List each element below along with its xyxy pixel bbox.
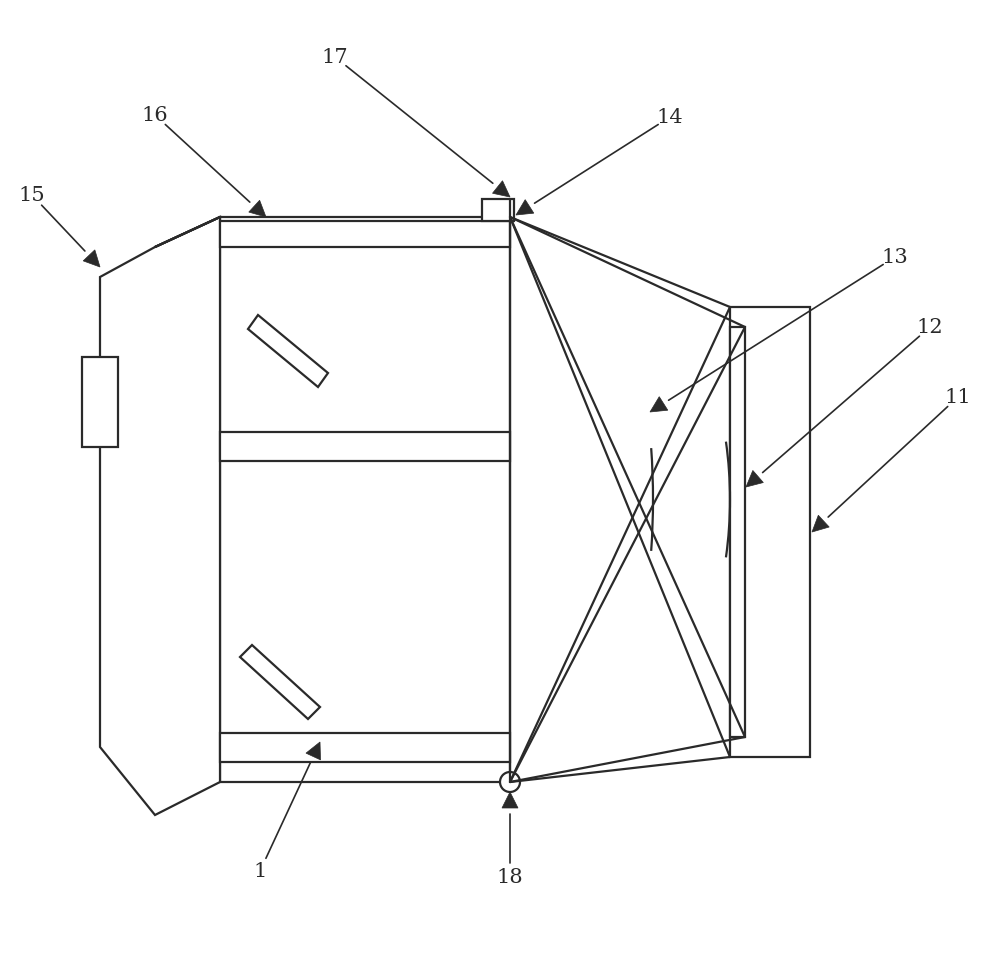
Polygon shape	[746, 471, 763, 488]
Polygon shape	[516, 200, 534, 216]
Polygon shape	[100, 218, 220, 815]
Bar	[220, 222, 510, 248]
Text: 1: 1	[253, 862, 267, 880]
Polygon shape	[83, 251, 100, 268]
Text: 16: 16	[142, 106, 168, 125]
Polygon shape	[812, 516, 829, 532]
Bar	[220, 433, 510, 461]
Circle shape	[500, 772, 520, 792]
Text: 18: 18	[497, 868, 523, 886]
Text: 15: 15	[19, 187, 45, 205]
Polygon shape	[502, 792, 518, 808]
Polygon shape	[650, 398, 668, 412]
Bar	[730, 308, 810, 757]
Bar	[82, 358, 118, 447]
Polygon shape	[306, 743, 321, 760]
Bar	[482, 199, 514, 222]
Polygon shape	[240, 646, 320, 719]
Polygon shape	[249, 201, 266, 218]
Text: 13: 13	[882, 248, 908, 268]
Text: 11: 11	[945, 388, 971, 407]
Bar	[220, 734, 510, 762]
Polygon shape	[248, 316, 328, 388]
Text: 14: 14	[657, 108, 683, 127]
Text: 17: 17	[322, 49, 348, 67]
Bar	[730, 327, 745, 738]
Text: 12: 12	[917, 319, 943, 337]
Polygon shape	[493, 182, 510, 197]
Bar	[220, 218, 510, 783]
